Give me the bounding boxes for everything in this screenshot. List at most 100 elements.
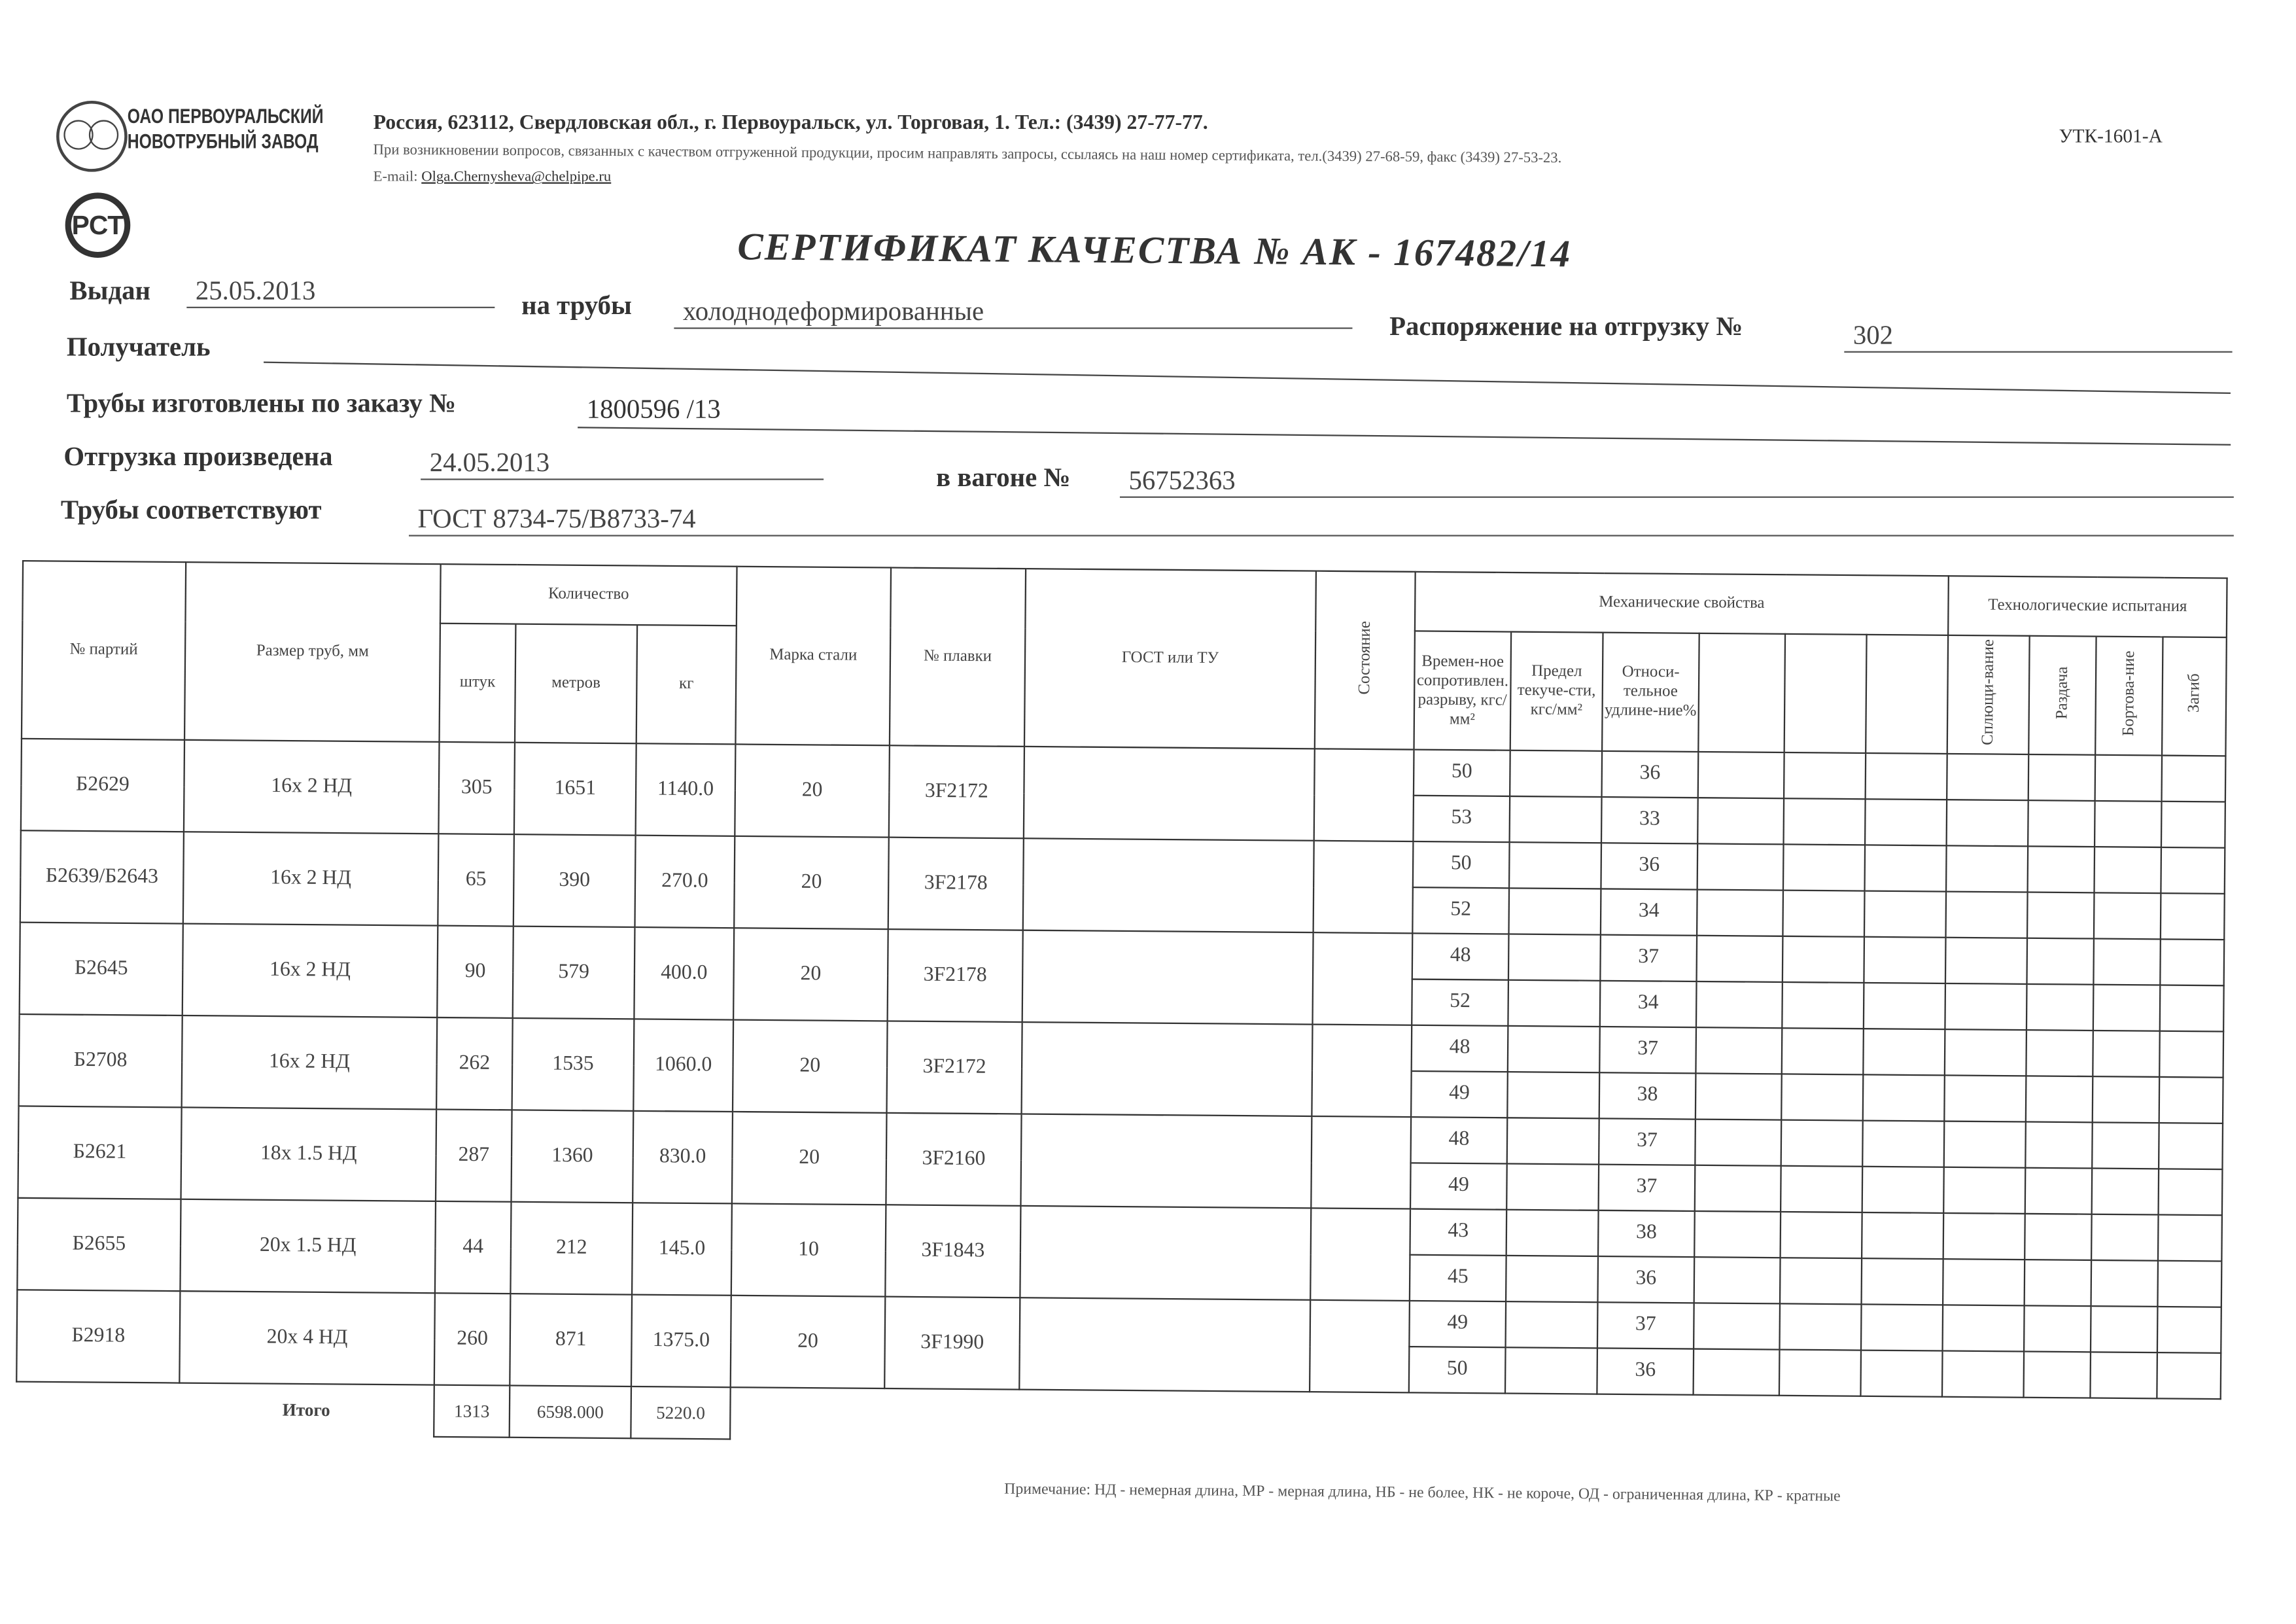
expand-text: Раздача: [2052, 665, 2071, 719]
empty-cell: [2028, 754, 2096, 801]
empty-cell: [1782, 936, 1864, 983]
empty-cell: [1943, 1167, 2026, 1214]
yield-cell: [1508, 980, 1601, 1027]
empty-cell: [2160, 939, 2225, 986]
tensile-cell: 50: [1413, 749, 1510, 796]
shipped-value: 24.05.2013: [421, 448, 824, 480]
pipes-value: холоднодеформированные: [674, 296, 1353, 329]
elong-cell: 37: [1597, 1302, 1694, 1349]
steel-cell: 20: [733, 928, 888, 1021]
pcs-cell: 262: [436, 1017, 513, 1110]
empty-cell: [1695, 1073, 1782, 1120]
meters-cell: 871: [510, 1294, 633, 1386]
header-quantity: Количество: [440, 564, 737, 626]
header-heat: № плавки: [889, 567, 1026, 747]
meters-cell: 212: [510, 1201, 633, 1295]
heat-cell: 3F2160: [886, 1112, 1022, 1206]
empty-cell: [1783, 798, 1866, 845]
elong-cell: 37: [1600, 934, 1697, 981]
empty-cell: [2093, 984, 2161, 1031]
empty-cell: [2095, 800, 2162, 847]
empty-cell: [1944, 1029, 2026, 1076]
email-label: E-mail:: [373, 169, 418, 186]
certificate-title: СЕРТИФИКАТ КАЧЕСТВА № АК - 167482/14: [737, 225, 1572, 275]
empty-cell: [1694, 1165, 1781, 1212]
size-cell: 20х 4 НД: [179, 1291, 435, 1385]
pcs-cell: 305: [438, 741, 515, 835]
wagon-value: 56752363: [1119, 465, 2234, 498]
yield-cell: [1507, 1072, 1600, 1119]
header-blank: [1866, 634, 1949, 754]
empty-cell: [1947, 753, 2029, 801]
header-blank: [1784, 633, 1867, 753]
empty-cell: [2161, 801, 2225, 848]
tensile-cell: 45: [1409, 1254, 1506, 1302]
size-cell: 16х 2 НД: [183, 739, 440, 834]
yield-cell: [1505, 1347, 1597, 1394]
kg-cell: 270.0: [635, 835, 735, 928]
meters-cell: 390: [513, 834, 636, 928]
total-empty: [2157, 1398, 2221, 1451]
empty-cell: [1864, 936, 1946, 983]
email-line: E-mail: Olga.Chernysheva@chelpipe.ru: [374, 169, 612, 185]
yield-cell: [1506, 1209, 1599, 1257]
lot-cell: Б2655: [17, 1197, 181, 1292]
pcs-cell: 287: [436, 1109, 512, 1202]
gost-cell: [1022, 930, 1313, 1025]
empty-cell: [1783, 844, 1866, 891]
state-cell: [1311, 1116, 1412, 1209]
gost-cell: [1023, 746, 1315, 841]
pcs-cell: 260: [434, 1293, 511, 1386]
lot-cell: Б2645: [19, 922, 183, 1015]
empty-cell: [2026, 938, 2094, 985]
tensile-cell: 50: [1412, 841, 1510, 889]
gost-cell: [1020, 1114, 1312, 1209]
header-kg: кг: [636, 625, 737, 745]
header-gost: ГОСТ или ТУ: [1024, 569, 1316, 749]
recipient-label: Получатель: [66, 332, 211, 362]
company-name-line2: НОВОТРУБНЫЙ ЗАВОД: [127, 129, 319, 153]
company-name: ОАО ПЕРВОУРАЛЬСКИЙ НОВОТРУБНЫЙ ЗАВОД: [128, 104, 324, 154]
empty-cell: [2093, 938, 2161, 985]
empty-cell: [1697, 889, 1783, 936]
state-cell: [1310, 1208, 1411, 1301]
empty-cell: [2161, 755, 2226, 802]
kg-cell: 1375.0: [631, 1294, 731, 1388]
elong-cell: 33: [1601, 797, 1698, 844]
empty-cell: [2024, 1305, 2091, 1352]
heat-cell: 3F1990: [884, 1296, 1020, 1390]
conform-label: Трубы соответствуют: [60, 495, 322, 525]
total-pcs: 1313: [434, 1385, 510, 1438]
tensile-cell: 50: [1408, 1347, 1506, 1394]
pcs-cell: 44: [434, 1201, 512, 1294]
empty-cell: [2091, 1260, 2158, 1307]
header-steel: Марка стали: [735, 566, 892, 746]
empty-cell: [2092, 1122, 2159, 1169]
contact-note: При возникновении вопросов, связанных с …: [373, 142, 1562, 167]
tensile-cell: 48: [1410, 1117, 1508, 1164]
total-empty: [1597, 1394, 1694, 1447]
empty-cell: [1696, 1027, 1783, 1074]
empty-cell: [2159, 1076, 2223, 1123]
empty-cell: [1694, 1257, 1781, 1304]
total-kg: 5220.0: [631, 1386, 731, 1439]
header-state-text: Состояние: [1355, 620, 1374, 694]
steel-cell: 20: [731, 1112, 887, 1205]
empty-cell: [2094, 847, 2161, 894]
total-empty: [2090, 1398, 2157, 1451]
tensile-cell: 52: [1412, 887, 1510, 934]
empty-cell: [1945, 937, 2028, 984]
elong-cell: 37: [1599, 1118, 1696, 1165]
yield-cell: [1505, 1301, 1598, 1349]
empty-cell: [1945, 983, 2027, 1031]
size-cell: 20х 1.5 НД: [180, 1199, 436, 1294]
issued-value: 25.05.2013: [186, 275, 495, 309]
elong-cell: 38: [1598, 1210, 1695, 1258]
empty-cell: [2024, 1260, 2092, 1307]
order-value: 302: [1844, 320, 2233, 353]
email-link[interactable]: Olga.Chernysheva@chelpipe.ru: [421, 169, 612, 186]
empty-cell: [1783, 890, 1865, 937]
empty-cell: [1943, 1121, 2026, 1168]
empty-cell: [1946, 800, 2028, 847]
tensile-cell: 49: [1410, 1163, 1507, 1210]
